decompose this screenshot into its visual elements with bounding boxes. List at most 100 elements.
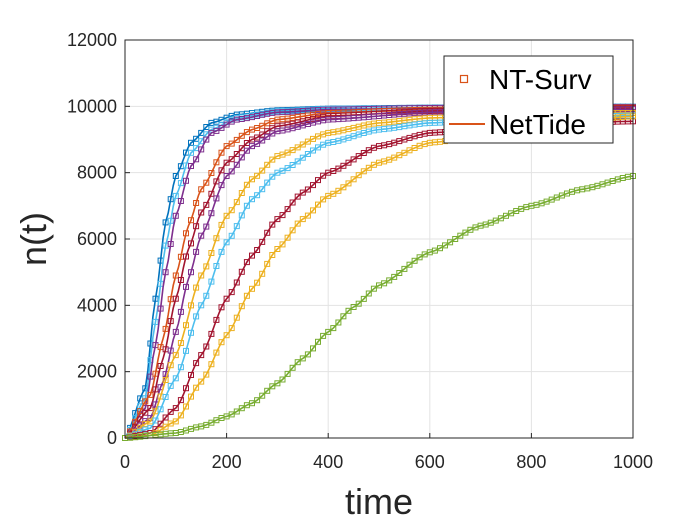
- series-marker: [259, 392, 266, 399]
- series-marker: [188, 372, 194, 378]
- y-tick-label: 2000: [77, 362, 117, 382]
- series-marker: [289, 364, 296, 371]
- series-marker: [188, 139, 194, 146]
- series-marker: [193, 248, 200, 255]
- series-marker: [162, 423, 169, 430]
- series-marker: [228, 325, 235, 332]
- series-marker: [188, 163, 194, 169]
- series-marker: [259, 238, 266, 245]
- series-marker: [172, 352, 179, 359]
- series-marker: [208, 330, 215, 337]
- series-marker: [203, 179, 210, 186]
- series-marker: [243, 140, 250, 146]
- series-marker: [259, 167, 266, 174]
- series-marker: [243, 202, 250, 209]
- series-marker: [183, 253, 189, 260]
- series-marker: [320, 332, 327, 339]
- series-marker: [188, 240, 194, 247]
- series-marker: [172, 192, 179, 199]
- series-marker: [299, 154, 306, 161]
- series-marker: [294, 359, 301, 366]
- x-tick-label: 0: [120, 452, 130, 472]
- series-marker: [172, 405, 179, 412]
- series-marker: [304, 186, 311, 193]
- legend-box: [443, 55, 614, 144]
- series-marker: [294, 193, 301, 200]
- series-marker: [350, 304, 357, 310]
- series-marker: [365, 290, 372, 297]
- y-axis-label: n(t): [13, 212, 54, 266]
- series-marker: [167, 241, 174, 247]
- series-marker: [249, 285, 255, 292]
- series-marker: [259, 137, 266, 144]
- series-marker: [198, 272, 205, 279]
- y-tick-label: 4000: [77, 295, 117, 315]
- series-marker: [310, 147, 316, 154]
- series-marker: [228, 140, 235, 147]
- series-marker: [254, 397, 261, 404]
- series-marker: [355, 172, 362, 179]
- series-marker: [193, 200, 200, 206]
- series-marker: [284, 370, 291, 377]
- series-marker: [208, 170, 215, 176]
- series-marker: [218, 248, 225, 255]
- series-marker: [188, 329, 194, 336]
- series-marker: [152, 318, 159, 325]
- series-marker: [330, 325, 337, 332]
- series-marker: [208, 190, 215, 197]
- y-tick-label: 12000: [67, 30, 117, 50]
- series-marker: [213, 235, 220, 242]
- series-marker: [350, 156, 357, 163]
- series-marker: [183, 385, 189, 392]
- series-marker: [157, 427, 164, 434]
- series-marker: [198, 378, 205, 385]
- series-marker: [177, 308, 184, 315]
- series-marker: [167, 347, 174, 354]
- series-marker: [213, 195, 220, 202]
- series-marker: [447, 239, 454, 246]
- series-marker: [162, 325, 169, 332]
- series-marker: [228, 156, 235, 163]
- series-marker: [208, 278, 215, 285]
- series-marker: [213, 159, 220, 166]
- series-marker: [167, 217, 174, 224]
- series-marker: [315, 177, 321, 184]
- series-marker: [284, 206, 291, 213]
- series-marker: [193, 384, 200, 391]
- series-marker: [325, 328, 332, 335]
- series-marker: [198, 209, 205, 216]
- series-marker: [167, 362, 174, 369]
- series-marker: [284, 165, 291, 172]
- series-marker: [167, 382, 174, 389]
- series-marker: [172, 375, 179, 382]
- series-marker: [177, 397, 184, 404]
- series-marker: [233, 199, 240, 206]
- x-axis-label: time: [345, 481, 413, 522]
- series-marker: [218, 304, 225, 311]
- series-marker: [238, 132, 245, 139]
- series-marker: [223, 239, 230, 246]
- series-marker: [203, 136, 210, 143]
- series-marker: [177, 277, 184, 283]
- series-marker: [223, 173, 230, 179]
- series-marker: [269, 252, 276, 258]
- series-marker: [264, 229, 271, 236]
- legend: NT-Surv NetTide: [443, 55, 614, 144]
- series-marker: [238, 303, 245, 310]
- series-marker: [279, 241, 286, 248]
- series-marker: [167, 196, 174, 203]
- series-marker: [183, 347, 189, 354]
- series-marker: [370, 285, 377, 292]
- series-marker: [218, 339, 225, 346]
- series-marker: [198, 352, 205, 359]
- series-marker: [243, 292, 250, 299]
- series-marker: [233, 279, 240, 286]
- series-marker: [289, 199, 296, 206]
- series-marker: [243, 259, 250, 266]
- series-marker: [147, 405, 154, 412]
- legend-label-nt-surv: NT-Surv: [489, 64, 592, 95]
- series-marker: [259, 186, 266, 193]
- series-marker: [442, 242, 448, 249]
- series-marker: [249, 252, 255, 259]
